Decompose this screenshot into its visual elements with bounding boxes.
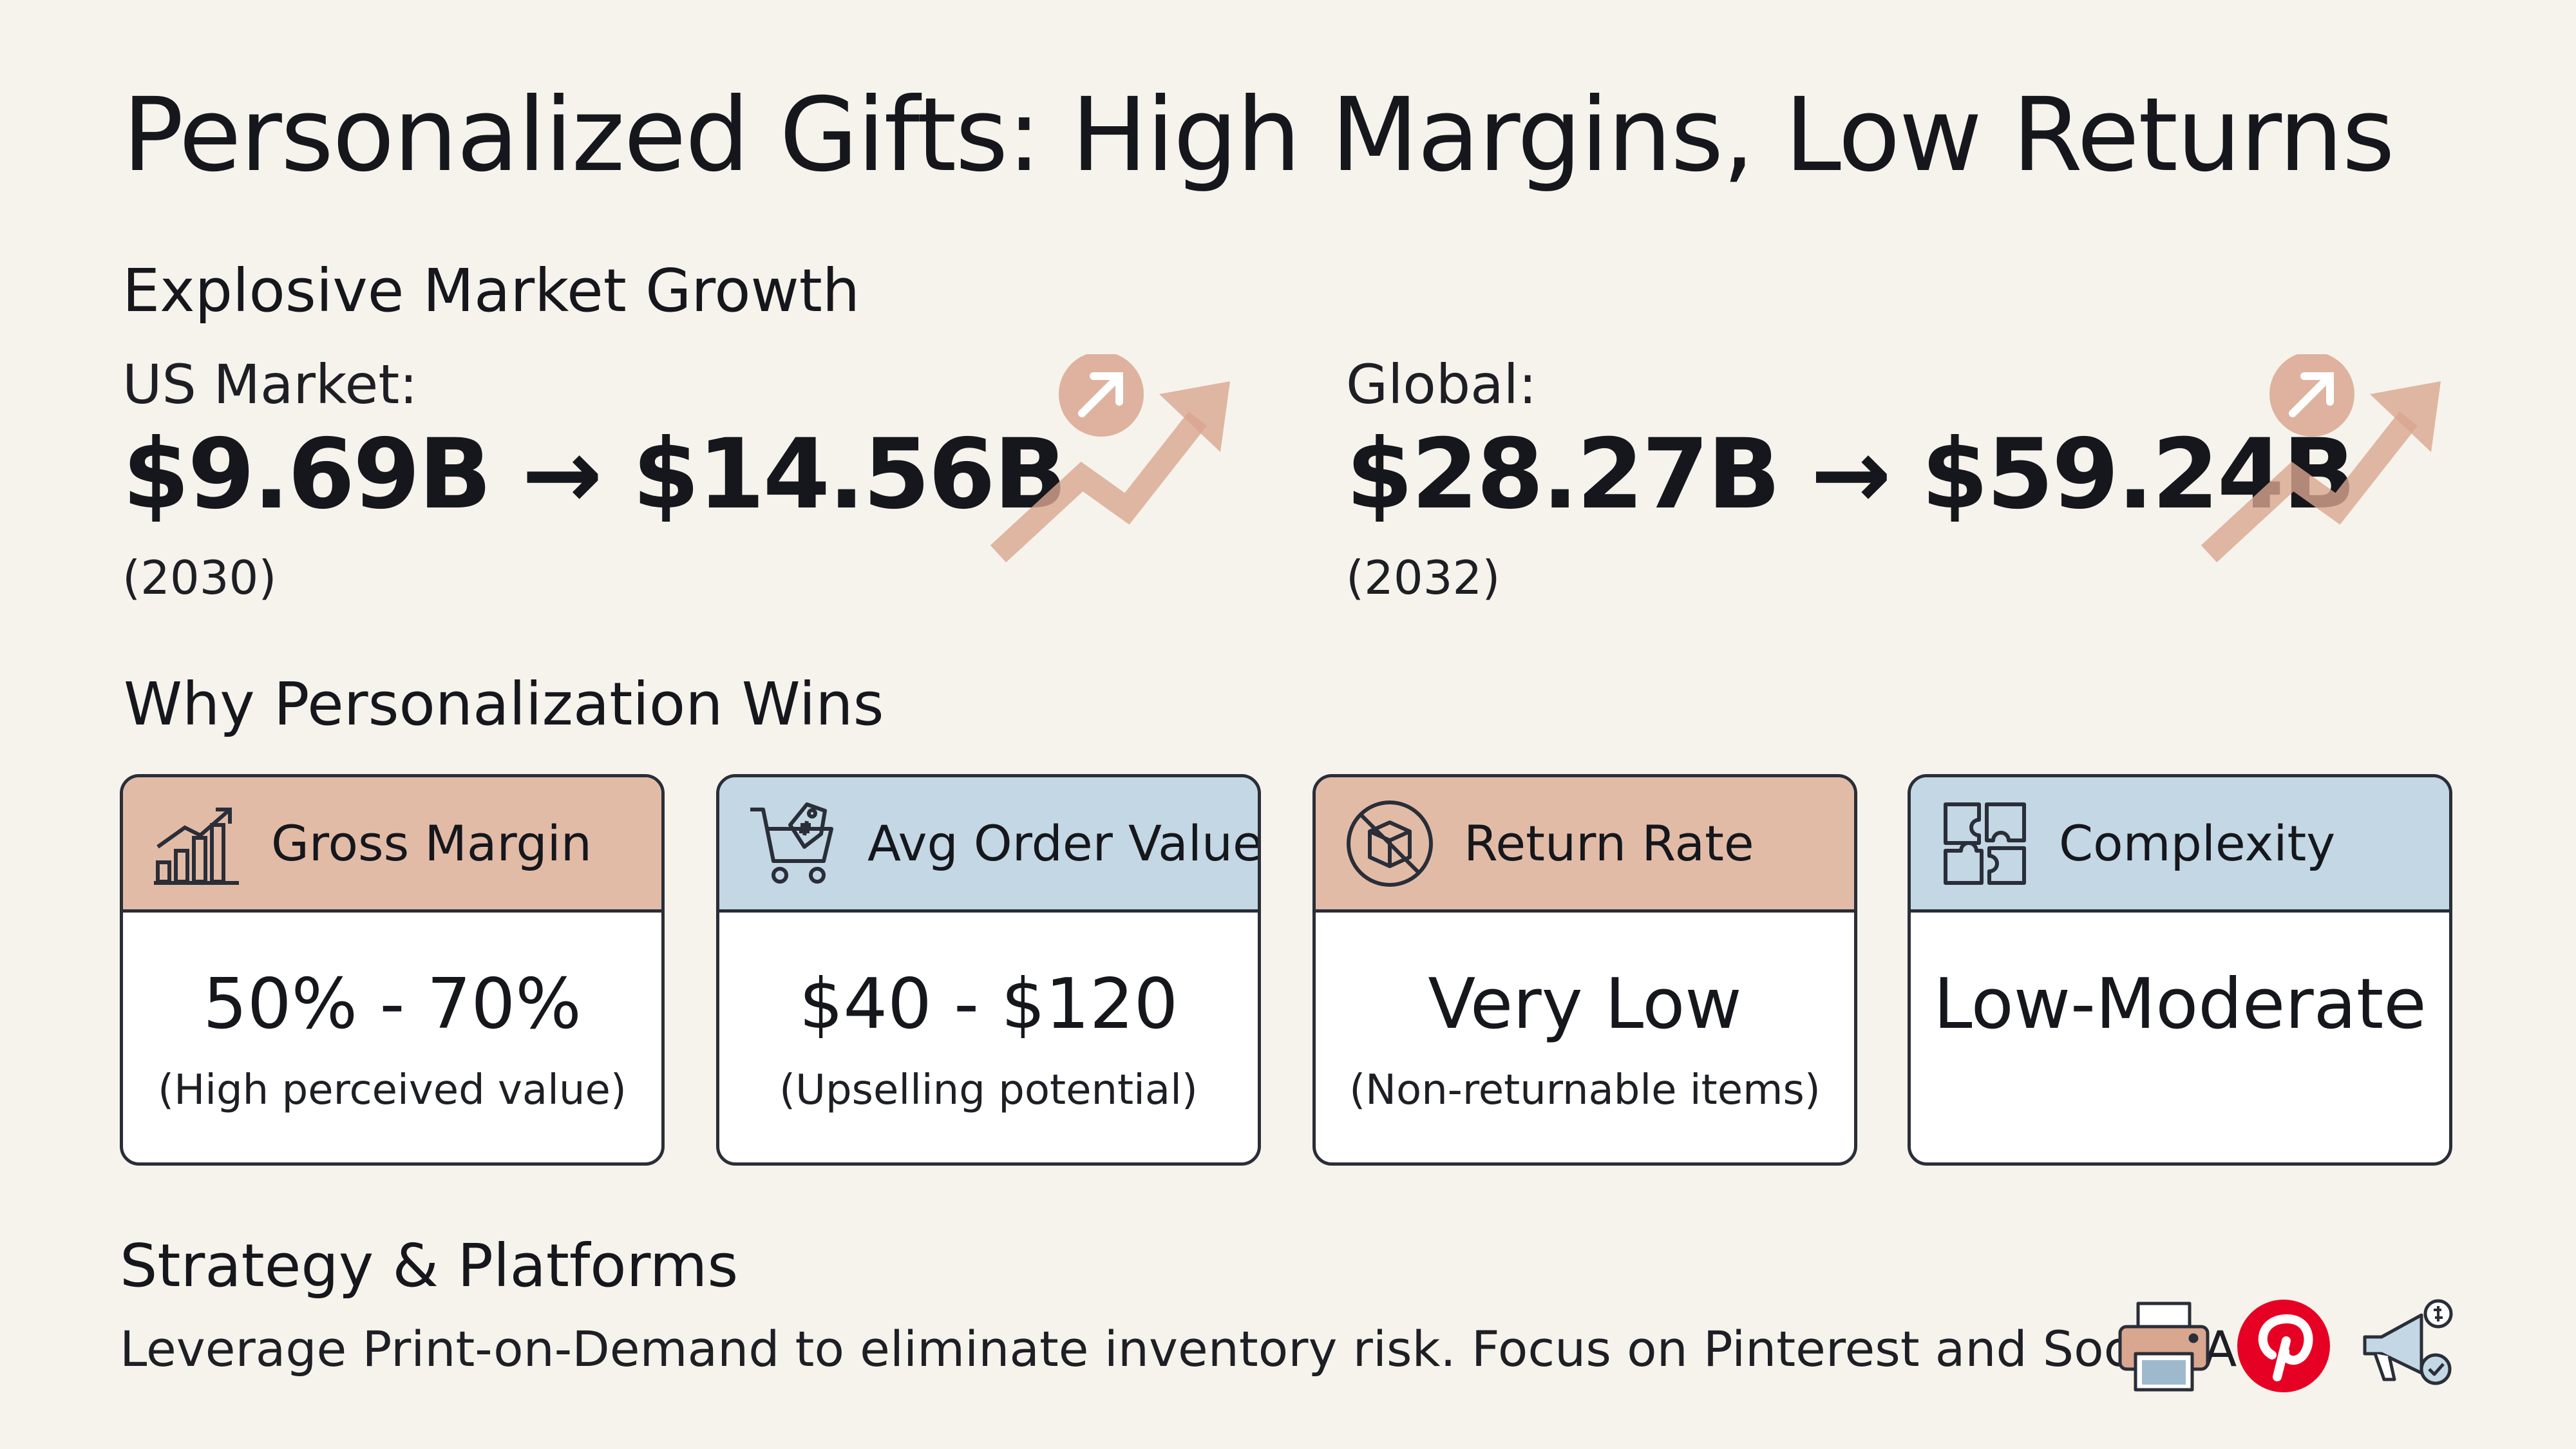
market-heading: Explosive Market Growth	[122, 256, 860, 325]
global-market-label: Global:	[1346, 353, 1537, 416]
card-header: Complexity	[1911, 777, 2449, 913]
trend-up-icon	[985, 352, 1230, 567]
card-note: (Non-returnable items)	[1349, 1066, 1821, 1114]
card-title: Return Rate	[1464, 815, 1754, 872]
us-market-label: US Market:	[122, 353, 418, 416]
why-heading: Why Personalization Wins	[124, 670, 884, 739]
card-title: Complexity	[2059, 815, 2336, 872]
card-note: (Upselling potential)	[779, 1066, 1198, 1114]
card-title: Gross Margin	[271, 815, 592, 872]
us-market-year: (2030)	[122, 551, 277, 605]
printer-icon	[2112, 1294, 2215, 1397]
bar-chart-icon	[149, 795, 245, 892]
card-value: $40 - $120	[799, 964, 1179, 1045]
card-value: Very Low	[1428, 964, 1742, 1045]
megaphone-icon	[2352, 1294, 2455, 1397]
global-market-year: (2032)	[1346, 551, 1501, 605]
strategy-heading: Strategy & Platforms	[120, 1231, 739, 1300]
us-market-values: $9.69B → $14.56B	[122, 419, 1067, 531]
card-note: (High perceived value)	[158, 1066, 627, 1114]
gross-margin-card: Gross Margin 50% - 70% (High perceived v…	[120, 774, 665, 1166]
card-value: Low-Moderate	[1933, 964, 2427, 1045]
page-title: Personalized Gifts: High Margins, Low Re…	[122, 76, 2395, 194]
puzzle-icon	[1937, 795, 2033, 892]
card-header: Return Rate	[1316, 777, 1854, 913]
strategy-text: Leverage Print-on-Demand to eliminate in…	[120, 1320, 2309, 1378]
global-market-values: $28.27B → $59.24B	[1346, 419, 2356, 531]
no-return-box-icon	[1341, 795, 1438, 892]
return-rate-card: Return Rate Very Low (Non-returnable ite…	[1312, 774, 1857, 1166]
avg-order-value-card: Avg Order Value $40 - $120 (Upselling po…	[716, 774, 1261, 1166]
trend-up-icon	[2196, 352, 2441, 567]
card-header: Avg Order Value	[719, 777, 1258, 913]
shopping-cart-icon	[745, 795, 842, 892]
pinterest-icon[interactable]	[2232, 1294, 2335, 1397]
card-header: Gross Margin	[123, 777, 661, 913]
complexity-card: Complexity Low-Moderate	[1908, 774, 2452, 1166]
card-value: 50% - 70%	[203, 964, 582, 1045]
card-title: Avg Order Value	[867, 815, 1261, 872]
